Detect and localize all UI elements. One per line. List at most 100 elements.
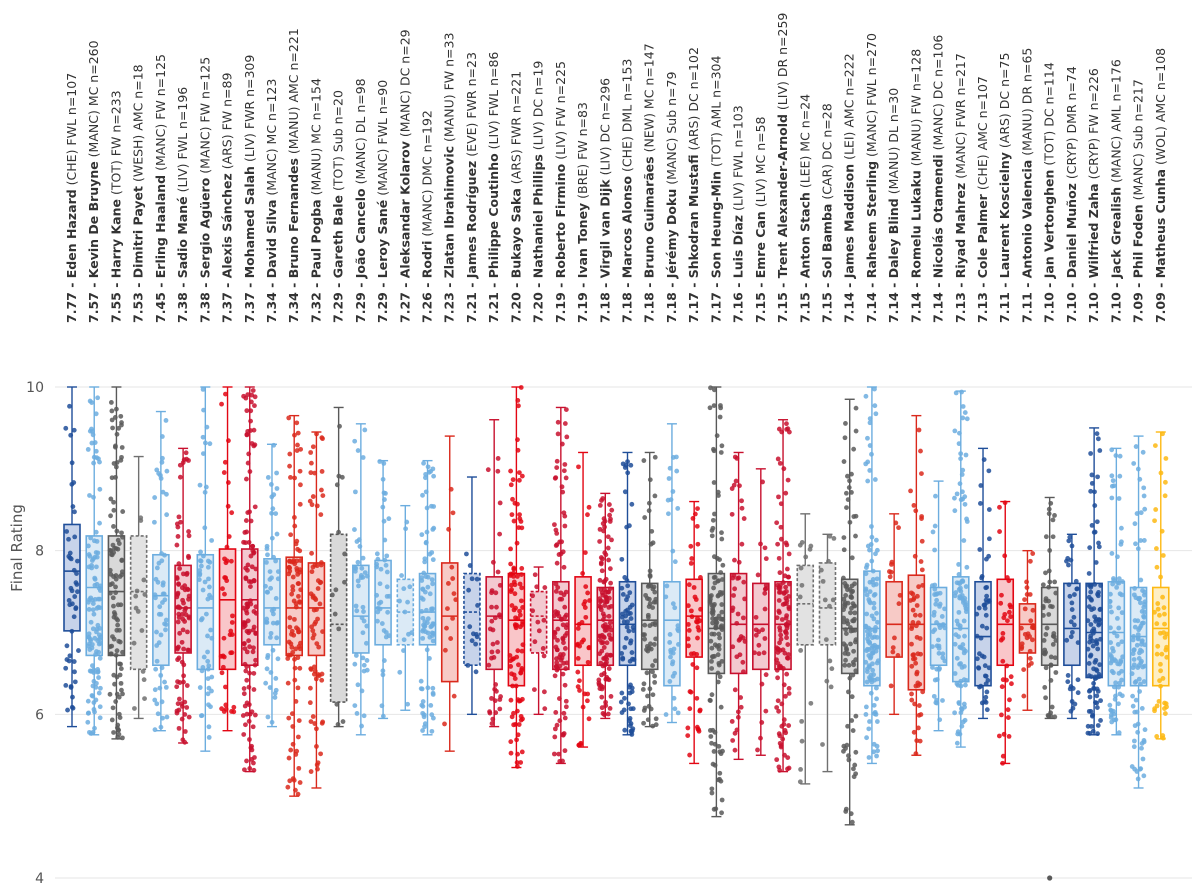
rating-point [953,632,959,638]
rating-point [206,724,212,730]
rating-point [176,611,182,617]
rating-point [1040,605,1046,611]
rating-point [847,675,853,681]
rating-point [867,589,873,594]
rating-point [109,475,115,481]
rating-point [552,734,558,740]
rating-point [265,475,271,480]
rating-point [786,581,792,587]
rating-point [982,663,988,669]
rating-point [297,468,303,474]
rating-point [1004,663,1010,669]
rating-point [520,605,525,610]
rating-point [253,631,259,636]
box-series [396,504,415,711]
rating-point [1001,731,1007,737]
rating-point [352,703,358,709]
rating-point [287,624,293,630]
rating-point [760,479,765,485]
label-info: (LEE) MC n=24 [797,94,812,192]
rating-point [600,592,606,598]
rating-point [847,478,852,484]
rating-point [1052,714,1058,720]
rating-point [1133,444,1139,449]
rating-point [672,605,678,611]
rating-point [1158,683,1163,689]
rating-point [554,458,560,464]
rating-point [1119,693,1125,699]
label-sep: - [553,278,568,292]
rating-point [89,642,95,647]
rating-point [1086,571,1092,576]
rating-point [670,659,676,665]
rating-point [628,721,634,726]
rating-point [1092,503,1098,508]
label-info: (CRYP) FW n=226 [1086,68,1101,183]
rating-point [154,701,160,707]
rating-point [96,675,101,680]
rating-point [622,575,628,580]
rating-point [933,493,938,499]
box-series [485,419,503,728]
rating-point [1089,597,1094,603]
category-label: 7.37 - Alexis Sánchez (ARS) FW n=89 [220,73,235,323]
rating-point [1046,598,1052,604]
rating-point [620,655,626,661]
rating-point [954,681,960,687]
rating-point [604,640,610,646]
rating-point [851,662,857,668]
label-info: (ARS) DC n=75 [997,53,1012,153]
rating-point [712,762,718,768]
rating-point [519,648,525,654]
rating-point [783,540,789,546]
rating-point [561,640,566,646]
rating-point [511,710,516,716]
rating-point [1052,655,1058,661]
label-player: Rodri [420,241,435,279]
rating-point [1138,510,1144,516]
label-sep: - [1086,278,1101,292]
rating-point [575,684,581,690]
rating-point [937,625,943,631]
rating-point [108,400,114,405]
rating-point [245,618,251,624]
rating-point [667,640,673,645]
rating-point [784,671,790,677]
rating-point [663,712,669,717]
rating-point [497,500,503,506]
rating-point [113,464,119,470]
rating-point [1088,584,1094,590]
rating-point [273,687,279,693]
rating-point [627,590,633,596]
rating-point [606,613,612,619]
rating-point [911,652,917,658]
rating-point [377,459,383,464]
rating-point [646,500,652,506]
rating-point [618,699,624,705]
rating-point [782,590,787,596]
rating-point [108,513,113,519]
rating-point [69,460,75,466]
rating-point [1071,614,1077,620]
rating-point [560,671,566,677]
label-player: Gareth Bale [331,195,346,278]
rating-point [493,710,499,716]
rating-point [160,715,165,721]
rating-point [719,577,725,582]
rating-point [1142,589,1148,595]
rating-point [244,664,250,669]
rating-point [1139,638,1145,644]
rating-point [517,608,522,614]
rating-point [692,511,698,517]
rating-point [1066,582,1072,588]
rating-point [869,645,875,651]
label-player: Paul Pogba [308,199,323,278]
rating-point [307,700,313,706]
label-mean: 7.45 [153,292,168,323]
rating-point [91,460,96,466]
rating-point [1162,493,1168,499]
rating-point [557,596,563,602]
rating-point [420,703,426,709]
label-mean: 7.10 [1108,292,1123,323]
rating-point [295,734,301,740]
